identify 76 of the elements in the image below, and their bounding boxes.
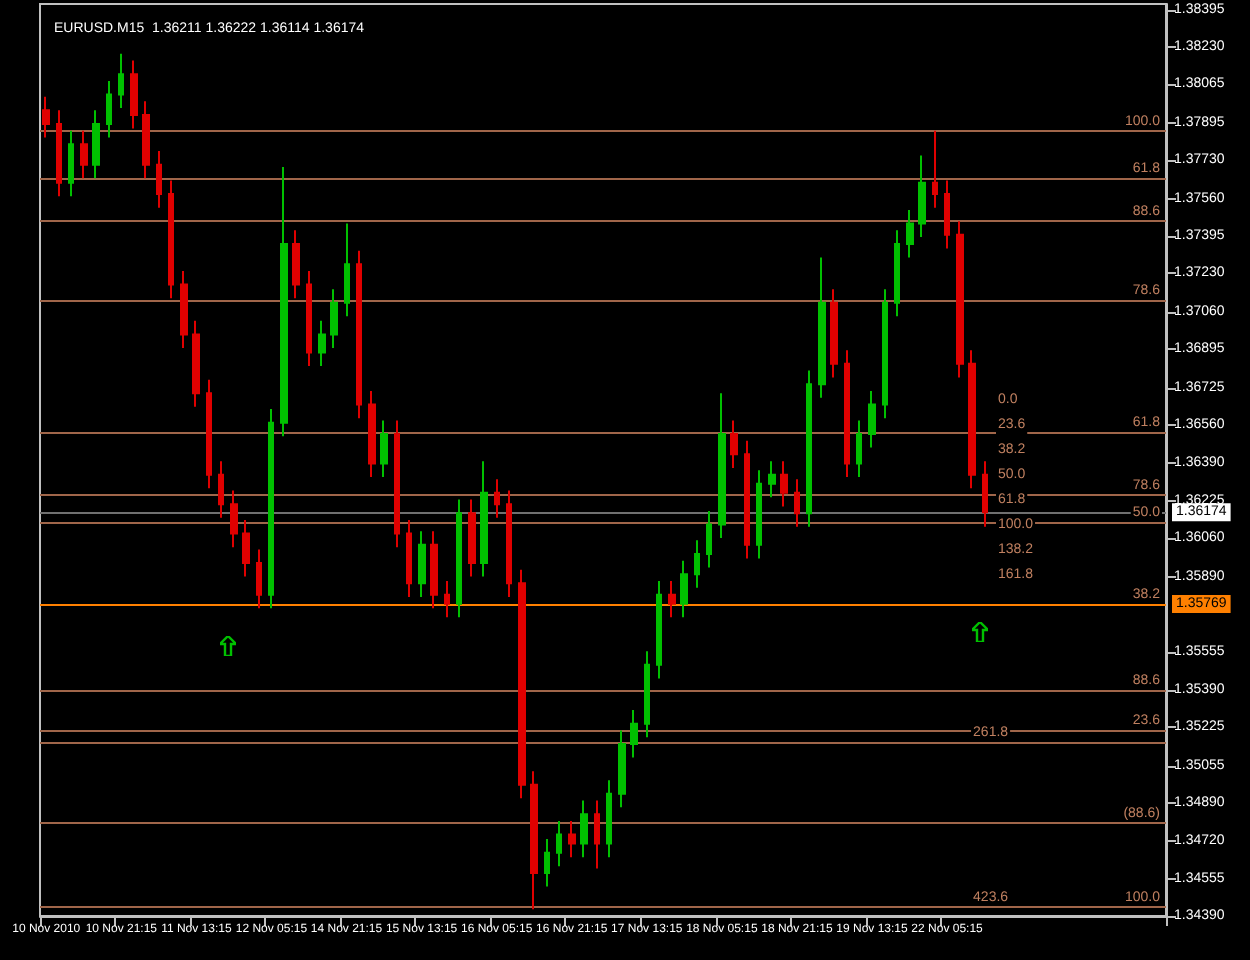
candlestick — [844, 349, 850, 478]
candlestick — [956, 220, 964, 379]
candlestick — [418, 530, 426, 598]
candlestick — [306, 270, 312, 368]
candlestick — [56, 109, 62, 198]
candlestick — [80, 129, 88, 180]
candlestick — [380, 419, 388, 478]
candlestick — [242, 518, 250, 578]
candlestick — [706, 509, 712, 569]
candlestick — [218, 460, 224, 519]
candlestick — [894, 229, 900, 318]
candlestick — [394, 419, 400, 549]
candlestick — [806, 369, 812, 528]
candlestick — [280, 165, 288, 438]
candlestick — [982, 460, 988, 528]
candlestick — [744, 439, 750, 560]
candlestick — [644, 650, 650, 739]
candlestick — [768, 460, 776, 499]
candlestick — [330, 288, 338, 349]
candlestick — [268, 408, 274, 610]
candlestick — [794, 478, 800, 528]
candlestick — [944, 179, 950, 250]
candlestick — [882, 288, 888, 420]
candlestick — [142, 100, 150, 180]
candlestick — [406, 518, 412, 598]
candlestick — [918, 154, 926, 239]
candlestick — [468, 498, 476, 578]
candlestick — [318, 319, 326, 368]
candlestick — [830, 288, 838, 379]
candlestick — [544, 838, 550, 888]
candlestick — [92, 109, 100, 180]
candlestick — [68, 129, 74, 198]
candlestick — [606, 779, 612, 859]
candlestick — [118, 52, 124, 110]
candlestick — [480, 460, 488, 578]
candlestick — [292, 229, 300, 300]
candlestick — [106, 79, 112, 139]
candlestick — [42, 95, 50, 139]
candlestick — [932, 129, 938, 209]
candlestick — [856, 419, 862, 478]
candlestick — [206, 378, 212, 490]
candlestick — [694, 539, 700, 589]
candlestick — [656, 580, 662, 680]
candlestick — [756, 469, 762, 560]
candlestick — [906, 208, 914, 259]
candlestick — [568, 819, 576, 859]
candlestick — [168, 179, 174, 300]
candlestick — [680, 559, 688, 619]
candlestick — [456, 498, 462, 619]
candlestick — [618, 729, 626, 809]
candlestick — [518, 568, 526, 800]
candlestick — [256, 548, 262, 610]
candlestick — [630, 709, 638, 759]
candlestick — [668, 580, 676, 619]
candlestick — [430, 530, 438, 610]
candlestick — [444, 580, 450, 619]
candlestick — [780, 460, 788, 508]
candlestick — [530, 770, 538, 911]
candlestick — [594, 799, 600, 870]
candlestick — [192, 319, 200, 408]
candlestick — [580, 799, 588, 859]
candlestick — [344, 222, 350, 318]
candlestick — [130, 59, 138, 130]
candlestick — [156, 150, 162, 209]
candlestick — [180, 270, 188, 349]
candlestick — [968, 349, 976, 490]
candlestick — [718, 392, 726, 540]
candlestick — [230, 489, 238, 549]
candlestick — [818, 256, 826, 399]
candlestick — [868, 389, 876, 449]
candlestick — [730, 419, 738, 469]
candlestick — [368, 389, 376, 478]
candlestick — [506, 489, 512, 598]
candlestick — [494, 478, 500, 519]
candlestick — [556, 819, 562, 868]
candlestick — [356, 249, 362, 420]
